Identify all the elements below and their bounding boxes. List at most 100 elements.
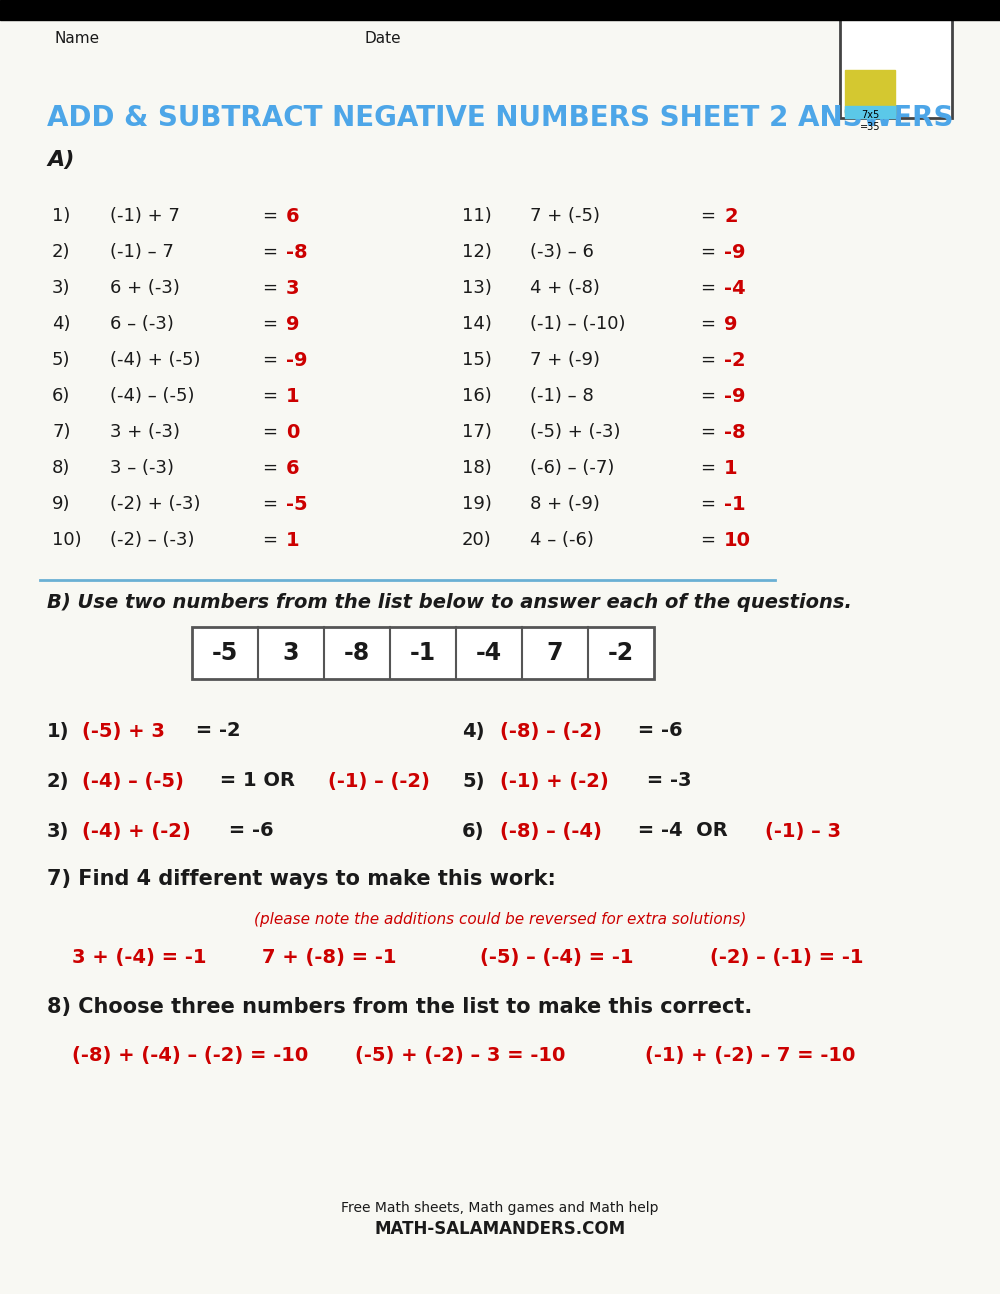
Text: (-4) + (-5): (-4) + (-5) (110, 351, 200, 369)
Text: =: = (700, 423, 715, 441)
Text: -1: -1 (410, 641, 436, 665)
Text: 20): 20) (462, 531, 492, 549)
Text: 9: 9 (286, 314, 300, 334)
Text: 6): 6) (462, 822, 484, 841)
Text: = -2: = -2 (189, 722, 241, 740)
Text: MATH-SALAMANDERS.COM: MATH-SALAMANDERS.COM (374, 1220, 626, 1238)
Text: (-1) + 7: (-1) + 7 (110, 207, 180, 225)
Text: A): A) (47, 150, 74, 170)
Text: 8 + (-9): 8 + (-9) (530, 496, 600, 512)
Text: 7x5
=35: 7x5 =35 (860, 110, 880, 132)
Text: 6: 6 (286, 458, 300, 477)
Text: -4: -4 (476, 641, 502, 665)
Text: =: = (262, 387, 277, 405)
Text: (-5) + 3: (-5) + 3 (82, 722, 165, 740)
FancyBboxPatch shape (840, 18, 952, 118)
Text: (-6) – (-7): (-6) – (-7) (530, 459, 614, 477)
Text: =: = (700, 243, 715, 261)
Text: (-1) – 8: (-1) – 8 (530, 387, 594, 405)
Text: Name: Name (55, 31, 100, 47)
Text: 1: 1 (286, 387, 300, 405)
Text: 8): 8) (52, 459, 70, 477)
Text: 1: 1 (724, 458, 738, 477)
Text: 7): 7) (52, 423, 70, 441)
Text: 11): 11) (462, 207, 492, 225)
Text: = 1 OR: = 1 OR (213, 771, 302, 791)
Text: =: = (262, 351, 277, 369)
Text: (-2) + (-3): (-2) + (-3) (110, 496, 200, 512)
Text: B) Use two numbers from the list below to answer each of the questions.: B) Use two numbers from the list below t… (47, 593, 852, 612)
Text: 9: 9 (724, 314, 738, 334)
Text: (-4) – (-5): (-4) – (-5) (82, 771, 184, 791)
Text: 19): 19) (462, 496, 492, 512)
Text: Free Math sheets, Math games and Math help: Free Math sheets, Math games and Math he… (341, 1201, 659, 1215)
Text: 7) Find 4 different ways to make this work:: 7) Find 4 different ways to make this wo… (47, 870, 556, 889)
Text: -9: -9 (724, 387, 746, 405)
Text: 6 – (-3): 6 – (-3) (110, 314, 174, 333)
Text: 2): 2) (52, 243, 70, 261)
Text: -1: -1 (724, 494, 746, 514)
Text: =: = (262, 243, 277, 261)
Text: -8: -8 (286, 242, 308, 261)
Bar (192, 628, 654, 679)
Text: =: = (262, 531, 277, 549)
Text: -9: -9 (286, 351, 308, 370)
Text: =: = (700, 207, 715, 225)
Text: 6): 6) (52, 387, 70, 405)
Text: -5: -5 (286, 494, 308, 514)
Bar (845, 106, 895, 118)
Text: 15): 15) (462, 351, 492, 369)
Text: 18): 18) (462, 459, 492, 477)
Text: 7: 7 (547, 641, 563, 665)
Text: 5): 5) (52, 351, 70, 369)
Text: =: = (262, 459, 277, 477)
Text: =: = (700, 387, 715, 405)
Text: 17): 17) (462, 423, 492, 441)
Text: = -4  OR: = -4 OR (631, 822, 735, 841)
Text: 2): 2) (47, 771, 70, 791)
Text: (-1) – 3: (-1) – 3 (765, 822, 841, 841)
Text: (-3) – 6: (-3) – 6 (530, 243, 594, 261)
Text: 5): 5) (462, 771, 484, 791)
Text: =: = (700, 314, 715, 333)
Text: 3: 3 (286, 278, 300, 298)
Text: =: = (262, 496, 277, 512)
Text: =: = (262, 207, 277, 225)
Text: -8: -8 (344, 641, 370, 665)
Text: 1): 1) (52, 207, 70, 225)
Text: =: = (262, 314, 277, 333)
Text: (-4) – (-5): (-4) – (-5) (110, 387, 194, 405)
Text: 6 + (-3): 6 + (-3) (110, 280, 180, 298)
Text: -9: -9 (724, 242, 746, 261)
Text: (-8) + (-4) – (-2) = -10: (-8) + (-4) – (-2) = -10 (72, 1046, 308, 1065)
Text: 8) Choose three numbers from the list to make this correct.: 8) Choose three numbers from the list to… (47, 996, 752, 1017)
Text: 16): 16) (462, 387, 492, 405)
Text: =: = (700, 531, 715, 549)
Text: 1): 1) (47, 722, 70, 740)
Text: 3 + (-4) = -1: 3 + (-4) = -1 (72, 949, 207, 967)
Text: 4 + (-8): 4 + (-8) (530, 280, 600, 298)
Text: (-8) – (-2): (-8) – (-2) (500, 722, 602, 740)
Text: =: = (262, 280, 277, 298)
Text: 3: 3 (283, 641, 299, 665)
Text: = -6: = -6 (631, 722, 683, 740)
Text: -2: -2 (608, 641, 634, 665)
Text: = -6: = -6 (222, 822, 274, 841)
Text: (-1) + (-2): (-1) + (-2) (500, 771, 609, 791)
Text: 1: 1 (286, 531, 300, 550)
Text: 3 + (-3): 3 + (-3) (110, 423, 180, 441)
Text: -2: -2 (724, 351, 746, 370)
Text: (-8) – (-4): (-8) – (-4) (500, 822, 602, 841)
Text: =: = (700, 280, 715, 298)
Text: (-2) – (-1) = -1: (-2) – (-1) = -1 (710, 949, 864, 967)
Text: (-4) + (-2): (-4) + (-2) (82, 822, 191, 841)
Text: 7 + (-5): 7 + (-5) (530, 207, 600, 225)
Text: 7 + (-9): 7 + (-9) (530, 351, 600, 369)
Text: (-2) – (-3): (-2) – (-3) (110, 531, 194, 549)
Text: 3 – (-3): 3 – (-3) (110, 459, 174, 477)
Text: 4): 4) (462, 722, 484, 740)
Text: 2: 2 (724, 207, 738, 225)
Text: -8: -8 (724, 423, 746, 441)
Text: =: = (700, 459, 715, 477)
Text: 13): 13) (462, 280, 492, 298)
